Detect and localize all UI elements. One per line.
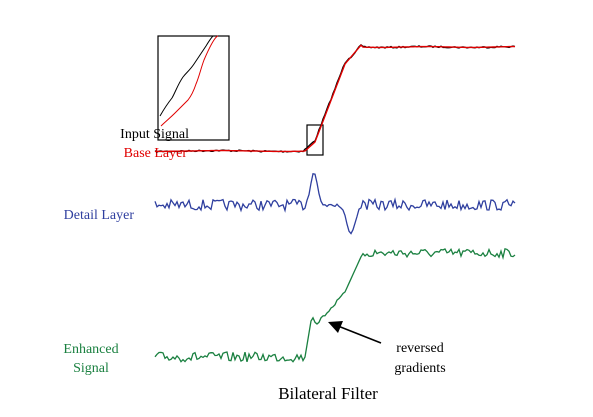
- caption: Bilateral Filter: [278, 384, 378, 403]
- zoom-inset-input-curve: [159, 35, 214, 117]
- enhanced-signal-label-line1: Enhanced: [63, 342, 118, 357]
- annotation-line2: gradients: [394, 361, 445, 376]
- zoom-inset-frame: [157, 35, 230, 141]
- detail-layer-curve: [154, 173, 516, 235]
- base-layer-label: Base Layer: [124, 146, 188, 161]
- reversed-gradients-arrow: [328, 321, 382, 344]
- zoom-inset: [157, 35, 230, 141]
- annotation-line1: reversed: [396, 341, 443, 356]
- enhanced-signal-curve: [154, 247, 516, 363]
- input-signal-curve: [154, 43, 516, 153]
- enhanced-signal-label-line2: Signal: [73, 361, 109, 376]
- detail-layer-label: Detail Layer: [64, 208, 135, 223]
- input-signal-label: Input Signal: [120, 127, 189, 142]
- base-layer-curve: [155, 44, 515, 153]
- zoom-region-marker: [306, 124, 324, 156]
- zoom-inset-base-curve: [160, 35, 219, 127]
